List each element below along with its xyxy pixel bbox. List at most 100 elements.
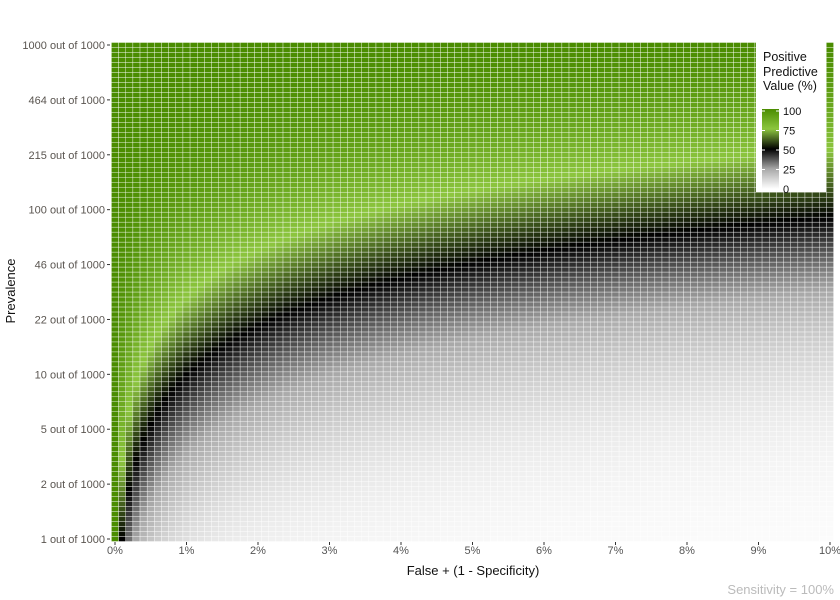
heatmap-cell: [554, 311, 563, 318]
heatmap-cell: [618, 396, 627, 403]
heatmap-cell: [332, 531, 341, 537]
heatmap-cell: [211, 441, 219, 447]
heatmap-cell: [583, 461, 591, 467]
heatmap-cell: [597, 431, 606, 437]
heatmap-cell: [118, 426, 126, 432]
heatmap-cell: [490, 401, 498, 407]
heatmap-cell: [139, 421, 148, 427]
heatmap-cell: [554, 536, 563, 542]
heatmap-cell: [204, 351, 212, 358]
heatmap-cell: [761, 471, 770, 477]
heatmap-cell: [440, 506, 448, 512]
heatmap-cell: [483, 331, 491, 338]
heatmap-cell: [754, 486, 763, 492]
heatmap-cell: [518, 401, 527, 407]
heatmap-cell: [282, 531, 291, 537]
heatmap-cell: [197, 506, 205, 512]
heatmap-cell: [718, 401, 727, 407]
heatmap-cell: [575, 421, 584, 427]
heatmap-cell: [783, 346, 791, 353]
heatmap-cell: [654, 311, 663, 318]
heatmap-cell: [382, 406, 391, 412]
heatmap-cell: [497, 536, 505, 542]
heatmap-cell: [590, 331, 598, 338]
heatmap-cell: [175, 341, 184, 348]
heatmap-cell: [668, 386, 677, 393]
heatmap-cell: [661, 521, 670, 527]
heatmap-cell: [783, 406, 791, 412]
heatmap-cell: [511, 471, 520, 477]
heatmap-cell: [447, 301, 455, 308]
heatmap-cell: [447, 521, 455, 527]
heatmap-cell: [404, 356, 412, 363]
heatmap-cell: [189, 436, 198, 442]
heatmap-cell: [504, 536, 513, 542]
heatmap-cell: [118, 386, 126, 393]
heatmap-cell: [411, 351, 420, 358]
heatmap-cell: [583, 441, 591, 447]
heatmap-cell: [754, 476, 763, 482]
heatmap-cell: [783, 331, 791, 338]
heatmap-cell: [661, 506, 670, 512]
heatmap-cell: [218, 401, 227, 407]
heatmap-cell: [225, 311, 234, 318]
heatmap-cell: [597, 316, 606, 323]
heatmap-cell: [533, 301, 541, 308]
heatmap-cell: [132, 411, 141, 417]
heatmap-cell: [597, 341, 606, 348]
heatmap-cell: [289, 506, 298, 512]
heatmap-cell: [711, 481, 720, 487]
heatmap-cell: [382, 396, 391, 403]
heatmap-cell: [575, 306, 584, 313]
heatmap-cell: [661, 411, 670, 417]
heatmap-cell: [204, 296, 212, 303]
heatmap-cell: [525, 416, 534, 422]
heatmap-cell: [783, 516, 791, 522]
heatmap-cell: [718, 326, 727, 333]
heatmap-cell: [568, 311, 577, 318]
heatmap-cell: [161, 516, 169, 522]
heatmap-cell: [769, 531, 777, 537]
heatmap-cell: [718, 321, 727, 328]
heatmap-cell: [297, 311, 305, 318]
heatmap-cell: [726, 406, 734, 412]
heatmap-cell: [454, 416, 463, 422]
heatmap-cell: [347, 341, 355, 348]
heatmap-cell: [547, 486, 555, 492]
heatmap-cell: [332, 316, 341, 323]
heatmap-cell: [204, 336, 212, 343]
heatmap-cell: [139, 321, 148, 328]
heatmap-cell: [718, 466, 727, 472]
heatmap-cell: [468, 336, 477, 343]
heatmap-cell: [554, 391, 563, 398]
heatmap-cell: [382, 481, 391, 487]
heatmap-cell: [611, 361, 620, 368]
heatmap-cell: [297, 516, 305, 522]
heatmap-cell: [568, 526, 577, 532]
heatmap-cell: [375, 526, 384, 532]
heatmap-cell: [411, 311, 420, 318]
heatmap-cell: [797, 306, 806, 313]
heatmap-cell: [597, 396, 606, 403]
heatmap-cell: [604, 456, 613, 462]
heatmap-cell: [711, 356, 720, 363]
heatmap-cell: [776, 481, 784, 487]
heatmap-cell: [282, 311, 291, 318]
heatmap-cell: [375, 486, 384, 492]
heatmap-cell: [611, 406, 620, 412]
heatmap-cell: [468, 361, 477, 368]
heatmap-cell: [254, 321, 262, 328]
heatmap-cell: [490, 386, 498, 393]
heatmap-cell: [490, 431, 498, 437]
heatmap-cell: [668, 446, 677, 452]
heatmap-cell: [454, 291, 463, 298]
heatmap-cell: [711, 396, 720, 403]
heatmap-cell: [397, 426, 405, 432]
heatmap-cell: [347, 526, 355, 532]
heatmap-cell: [311, 476, 320, 482]
heatmap-cell: [761, 526, 770, 532]
heatmap-cell: [347, 446, 355, 452]
heatmap-cell: [518, 386, 527, 393]
heatmap-cell: [354, 356, 362, 363]
heatmap-cell: [540, 526, 548, 532]
